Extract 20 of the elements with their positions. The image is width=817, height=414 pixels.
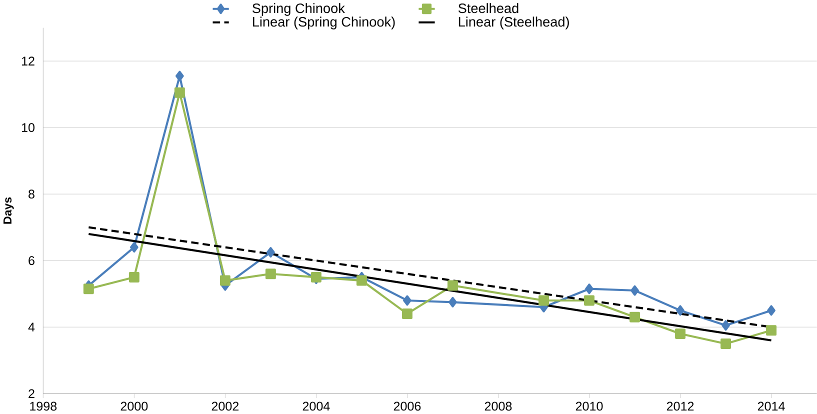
legend-label: Linear (Steelhead) [458, 16, 569, 30]
x-tick-label: 2010 [576, 402, 603, 411]
y-tick-label: 4 [28, 322, 35, 332]
x-tick-label: 2000 [120, 402, 148, 411]
y-tick-label: 6 [28, 256, 34, 265]
x-tick-label: 2014 [758, 402, 785, 411]
x-tick-label: 2006 [394, 402, 421, 411]
y-tick-label: 8 [28, 190, 34, 198]
x-tick-label: 2012 [666, 402, 694, 411]
legend-label: Spring Chinook [252, 3, 345, 16]
y-axis-title: Days [4, 197, 14, 224]
legend-label: Linear (Spring Chinook) [252, 16, 395, 30]
y-tick-label: 2 [28, 389, 34, 398]
x-tick-label: 2008 [484, 402, 512, 411]
x-tick-label: 2002 [212, 402, 239, 411]
y-tick-label: 12 [22, 56, 34, 66]
x-tick-label: 2004 [302, 402, 330, 411]
x-tick-label: 1998 [30, 402, 57, 411]
legend-label: Steelhead [458, 3, 518, 14]
y-tick-label: 10 [22, 123, 34, 132]
